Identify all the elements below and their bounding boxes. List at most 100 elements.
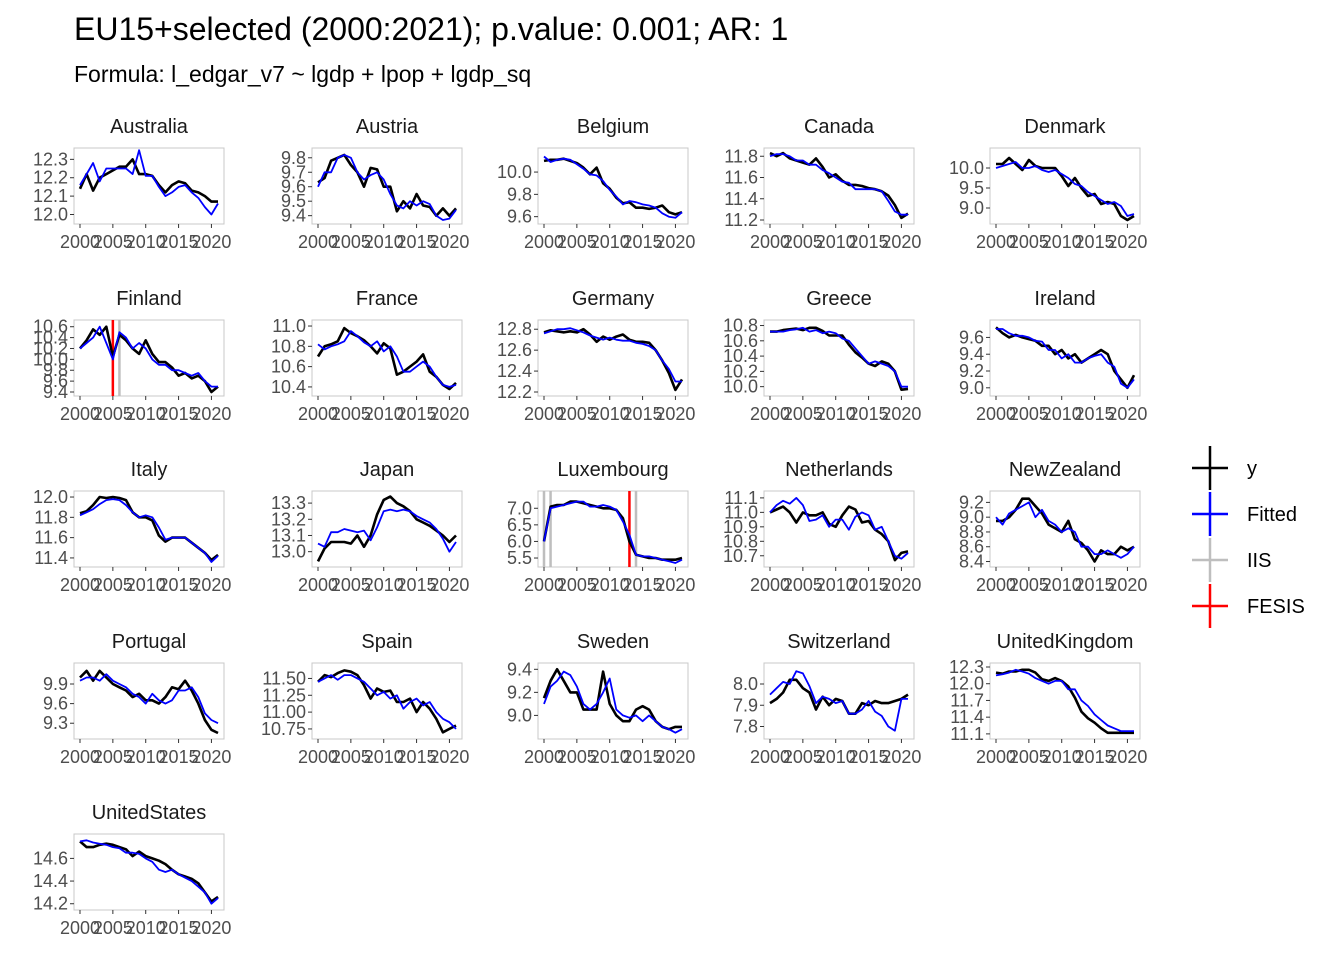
panel-title: Switzerland (787, 631, 890, 653)
panel-frame (989, 147, 1141, 225)
x-tick-label: 2015 (623, 747, 663, 767)
x-tick-label: 2020 (429, 575, 469, 595)
panel-netherlands: Netherlands10.710.810.911.011.1200020052… (723, 459, 921, 595)
y-tick-label: 10.0 (497, 162, 532, 182)
x-tick-label: 2005 (93, 918, 133, 938)
y-tick-label: 12.0 (33, 487, 68, 507)
y-tick-label: 11.8 (724, 146, 758, 166)
series-line-fitted (317, 330, 457, 388)
x-tick-label: 2005 (93, 232, 133, 252)
legend-item-iis: IIS (1192, 538, 1271, 582)
y-tick-label: 10.4 (723, 346, 758, 366)
panel-frame (537, 490, 689, 568)
x-tick-label: 2015 (1075, 747, 1115, 767)
panel-frame (989, 319, 1141, 397)
x-tick-label: 2015 (1075, 404, 1115, 424)
y-tick-label: 12.1 (33, 186, 68, 206)
x-tick-label: 2005 (783, 747, 823, 767)
panel-title: Italy (131, 459, 168, 481)
series-line-fitted (770, 326, 908, 388)
y-tick-label: 9.4 (281, 206, 306, 226)
series-line-fitted (995, 161, 1135, 217)
x-tick-label: 2015 (1075, 575, 1115, 595)
panel-title: UnitedKingdom (997, 631, 1134, 653)
series-line-fitted (769, 153, 908, 216)
y-tick-label: 9.6 (507, 207, 532, 227)
y-tick-label: 10.4 (271, 377, 306, 397)
y-tick-label: 10.6 (33, 317, 68, 337)
x-tick-label: 2015 (623, 575, 663, 595)
x-tick-label: 2020 (655, 747, 695, 767)
panel-title: Japan (360, 459, 415, 481)
panel-frame (537, 147, 689, 225)
x-tick-label: 2000 (976, 232, 1016, 252)
series-line-fitted (543, 500, 683, 564)
x-tick-label: 2000 (524, 747, 564, 767)
x-tick-label: 2015 (397, 575, 437, 595)
panel-frame (311, 490, 463, 568)
x-tick-label: 2015 (159, 918, 199, 938)
y-tick-label: 6.0 (507, 531, 532, 551)
series-line-y (316, 495, 457, 562)
panel-frame (311, 319, 463, 397)
x-tick-label: 2000 (750, 575, 790, 595)
y-tick-label: 11.2 (724, 210, 758, 230)
x-tick-label: 2000 (298, 575, 338, 595)
panel-title: Austria (356, 116, 419, 138)
y-tick-label: 12.8 (497, 319, 532, 339)
x-tick-label: 2010 (364, 747, 404, 767)
x-tick-label: 2000 (60, 404, 100, 424)
y-tick-label: 12.3 (949, 657, 984, 677)
y-tick-label: 11.00 (262, 702, 306, 722)
series-line-fitted (543, 327, 682, 383)
x-tick-label: 2015 (159, 747, 199, 767)
y-tick-label: 12.2 (33, 168, 68, 188)
x-tick-label: 2000 (60, 575, 100, 595)
series-line-y (996, 497, 1135, 563)
x-tick-label: 2020 (191, 575, 231, 595)
x-tick-label: 2005 (93, 575, 133, 595)
y-tick-label: 8.6 (959, 537, 984, 557)
y-tick-label: 12.0 (33, 204, 68, 224)
panel-france: France 10.410.610.811.0 200020052010201520… (271, 288, 469, 424)
x-tick-label: 2010 (126, 918, 166, 938)
y-tick-label: 8.0 (733, 674, 758, 694)
series-line-fitted (543, 155, 683, 219)
y-tick-label: 10.2 (723, 361, 758, 381)
x-tick-label: 2020 (191, 747, 231, 767)
y-tick-label: 14.4 (33, 871, 68, 891)
y-tick-label: 10.4 (33, 328, 68, 348)
x-tick-label: 2015 (397, 747, 437, 767)
series-line-fitted (79, 149, 219, 216)
x-tick-label: 2010 (1042, 232, 1082, 252)
x-tick-label: 2020 (1107, 404, 1147, 424)
x-tick-label: 2000 (298, 232, 338, 252)
y-tick-label: 12.0 (949, 674, 984, 694)
x-tick-label: 2000 (60, 918, 100, 938)
y-tick-label: 7.0 (507, 498, 532, 518)
x-tick-label: 2010 (816, 232, 856, 252)
x-tick-label: 2020 (191, 404, 231, 424)
y-tick-label: 9.5 (281, 191, 306, 211)
panel-title: NewZealand (1009, 459, 1121, 481)
y-tick-label: 10.0 (33, 349, 68, 369)
x-tick-label: 2000 (298, 747, 338, 767)
y-tick-label: 10.75 (261, 719, 306, 739)
x-tick-label: 2005 (783, 575, 823, 595)
y-tick-label: 9.4 (959, 344, 984, 364)
y-tick-label: 9.5 (959, 178, 984, 198)
series-line-fitted (996, 328, 1135, 389)
y-tick-label: 10.6 (723, 331, 758, 351)
x-tick-label: 2005 (1009, 747, 1049, 767)
x-tick-label: 2000 (976, 404, 1016, 424)
panel-frame (763, 147, 915, 225)
y-tick-label: 9.0 (507, 705, 532, 725)
x-tick-label: 2015 (159, 575, 199, 595)
x-tick-label: 2020 (881, 747, 921, 767)
y-tick-label: 11.8 (34, 507, 68, 527)
x-tick-label: 2015 (849, 232, 889, 252)
x-tick-label: 2010 (126, 747, 166, 767)
